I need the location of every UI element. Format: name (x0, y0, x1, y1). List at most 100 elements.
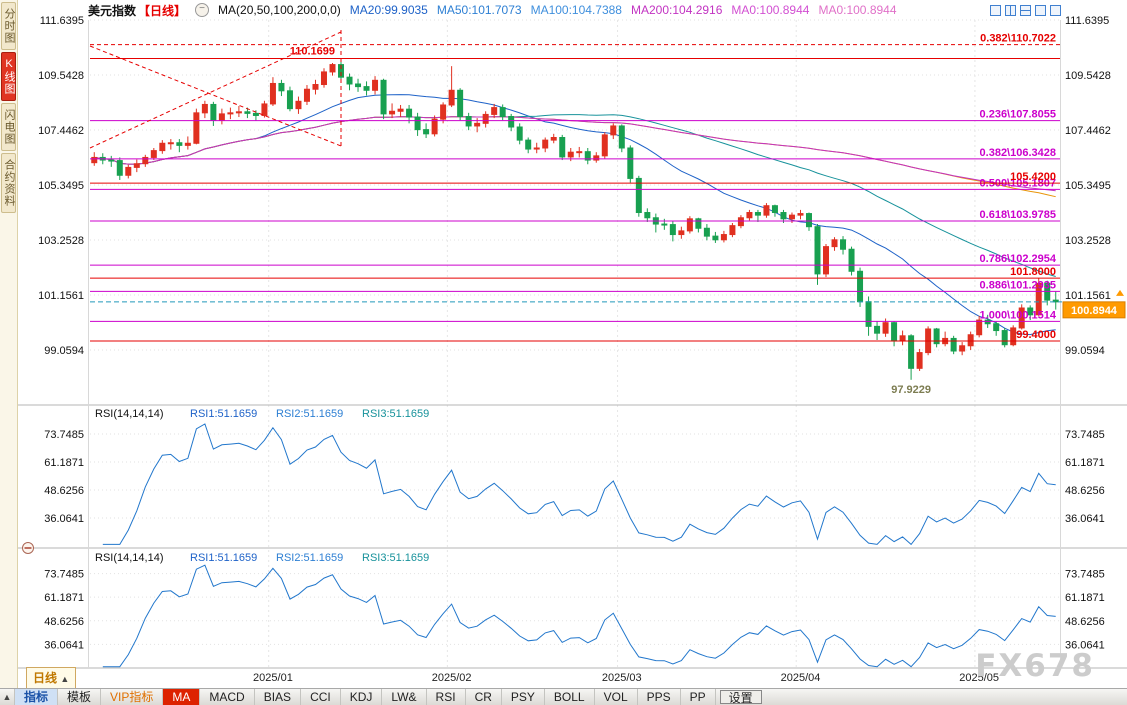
symbol-name: 美元指数 (88, 3, 137, 18)
svg-text:36.0641: 36.0641 (1065, 639, 1105, 651)
grid-lines (90, 19, 1060, 668)
current-price-line: 100.8944 (90, 289, 1126, 319)
sidebar-tab-4[interactable]: 合约资料 (1, 153, 16, 213)
svg-text:2025/05: 2025/05 (959, 672, 999, 684)
sidebar-tab-3[interactable]: 闪电图 (1, 103, 16, 151)
svg-text:0.382\110.7022: 0.382\110.7022 (980, 33, 1056, 45)
svg-text:RSI3:51.1659: RSI3:51.1659 (362, 552, 429, 564)
toolbar-item-CR[interactable]: CR (466, 689, 502, 705)
toolbar-item-BOLL[interactable]: BOLL (545, 689, 595, 705)
layout-split-vertical-icon[interactable] (1005, 4, 1016, 16)
toolbar-item-PP[interactable]: PP (681, 689, 716, 705)
svg-text:61.1871: 61.1871 (44, 592, 84, 604)
toolbar-item-设置[interactable]: 设置 (719, 690, 762, 704)
svg-text:73.7485: 73.7485 (1065, 429, 1105, 441)
watermark: FX678 (975, 648, 1095, 684)
svg-text:61.1871: 61.1871 (1065, 592, 1105, 604)
toolbar-item-指标[interactable]: 指标 (15, 689, 59, 705)
svg-text:109.5428: 109.5428 (1065, 70, 1111, 82)
chart-header: 美元指数 【日线】 − MA(20,50,100,200,0,0) MA20:99… (18, 0, 1127, 20)
y-axis-left: 111.6395 109.5428 107.4462 105.3495 103.2528… (38, 15, 84, 357)
svg-text:109.5428: 109.5428 (38, 70, 84, 82)
svg-text:2025/03: 2025/03 (602, 672, 642, 684)
toolbar-item-BIAS[interactable]: BIAS (255, 689, 302, 705)
svg-text:105.4200: 105.4200 (1010, 171, 1056, 183)
candlestick-series (91, 58, 1059, 380)
chevron-up-icon: ▲ (60, 674, 70, 684)
layout-single-icon[interactable] (990, 4, 1001, 16)
svg-text:107.4462: 107.4462 (1065, 125, 1111, 137)
fibonacci-levels: 0.236\107.80550.382\106.34280.500\105.18… (90, 33, 1060, 322)
indicator-menu-arrow[interactable]: ▲ (0, 689, 15, 705)
sidebar-tab-1[interactable]: 分时图 (1, 2, 16, 50)
collapse-indicator-icon[interactable]: − (195, 3, 210, 17)
current-price-badge (1062, 301, 1126, 319)
svg-text:RSI1:51.1659: RSI1:51.1659 (190, 552, 257, 564)
ma-readout: MA100:104.7388 (530, 3, 622, 17)
svg-text:2025/02: 2025/02 (432, 672, 472, 684)
indicator-toolbar: ▲ 指标 模板 VIP指标 MA MACD BIAS CCI KDJ LW& RSI CR PSY BOL… (0, 688, 1127, 705)
remove-indicator-icon[interactable] (22, 542, 34, 554)
chart-canvas[interactable]: 111.6395 109.5428 107.4462 105.3495 103.2528… (18, 0, 1127, 688)
svg-text:RSI2:51.1659: RSI2:51.1659 (276, 552, 343, 564)
toolbar-item-RSI[interactable]: RSI (427, 689, 466, 705)
svg-text:36.0641: 36.0641 (44, 639, 84, 651)
toolbar-item-LW&[interactable]: LW& (382, 689, 427, 705)
sidebar-tab-2[interactable]: K线图 (1, 52, 16, 101)
ma-readout: MA50:101.7073 (436, 3, 522, 17)
trendline-drawing (89, 30, 342, 149)
ma-readout: MA0:100.8944 (818, 3, 897, 17)
toolbar-item-PSY[interactable]: PSY (502, 689, 545, 705)
toolbar-item-VOL[interactable]: VOL (595, 689, 638, 705)
layout-grid-3-icon[interactable] (1035, 4, 1046, 16)
toolbar-item-KDJ[interactable]: KDJ (341, 689, 383, 705)
svg-text:0.236\107.8055: 0.236\107.8055 (980, 109, 1056, 121)
svg-text:1.000\100.1514: 1.000\100.1514 (980, 309, 1057, 321)
alert-lines: 110.1699 105.4200 101.8000 99.4000 (90, 46, 1060, 342)
toolbar-item-CCI[interactable]: CCI (301, 689, 341, 705)
svg-text:101.1561: 101.1561 (1065, 290, 1111, 302)
svg-text:RSI(14,14,14): RSI(14,14,14) (95, 552, 163, 564)
svg-text:99.0594: 99.0594 (44, 345, 84, 357)
layout-split-horizontal-icon[interactable] (1020, 4, 1031, 16)
svg-text:0.786\102.2954: 0.786\102.2954 (980, 253, 1057, 265)
svg-text:73.7485: 73.7485 (44, 429, 84, 441)
toolbar-item-模板[interactable]: 模板 (58, 689, 102, 705)
ma-readout: MA20:99.9035 (349, 3, 428, 17)
toolbar-item-MA[interactable]: MA (163, 689, 201, 705)
toolbar-item-VIP指标[interactable]: VIP指标 (101, 689, 164, 705)
layout-icons-group (990, 4, 1061, 16)
toolbar-item-PPS[interactable]: PPS (638, 689, 681, 705)
svg-text:48.6256: 48.6256 (1065, 485, 1105, 497)
svg-text:101.8000: 101.8000 (1010, 266, 1056, 278)
svg-text:105.3495: 105.3495 (38, 180, 84, 192)
ma-readout: MA0:100.8944 (731, 3, 810, 17)
svg-text:0.382\106.3428: 0.382\106.3428 (980, 147, 1056, 159)
y-axis-right: 111.6395 109.5428 107.4462 105.3495 103.2528… (1065, 15, 1111, 357)
svg-text:48.6256: 48.6256 (1065, 616, 1105, 628)
svg-text:RSI(14,14,14): RSI(14,14,14) (95, 408, 163, 420)
svg-text:103.2528: 103.2528 (38, 235, 84, 247)
svg-text:99.0594: 99.0594 (1065, 345, 1105, 357)
svg-text:0.618\103.9785: 0.618\103.9785 (980, 209, 1056, 221)
svg-text:111.6395: 111.6395 (40, 15, 84, 27)
svg-text:RSI2:51.1659: RSI2:51.1659 (276, 408, 343, 420)
svg-text:36.0641: 36.0641 (1065, 513, 1105, 525)
svg-text:111.6395: 111.6395 (1065, 15, 1109, 27)
period-label: 【日线】 (138, 3, 187, 18)
panel-separators (18, 20, 1127, 669)
toolbar-item-MACD[interactable]: MACD (200, 689, 255, 705)
svg-text:2025/04: 2025/04 (781, 672, 821, 684)
rsi-panel-1: 73.7485 73.7485 61.1871 61.1871 48.6256 48.62… (44, 408, 1105, 546)
svg-text:RSI3:51.1659: RSI3:51.1659 (362, 408, 429, 420)
svg-text:61.1871: 61.1871 (1065, 457, 1105, 469)
svg-text:2025/01: 2025/01 (253, 672, 293, 684)
svg-text:107.4462: 107.4462 (38, 125, 84, 137)
ma-readouts: MA20:99.9035 MA50:101.7073 MA100:104.7388 M… (350, 3, 906, 17)
ma-readout: MA200:104.2916 (630, 3, 723, 17)
svg-text:36.0641: 36.0641 (44, 513, 84, 525)
svg-text:101.1561: 101.1561 (38, 290, 84, 302)
ma-settings-label: MA(20,50,100,200,0,0) (218, 3, 341, 17)
layout-grid-4-icon[interactable] (1050, 4, 1061, 16)
period-selector[interactable]: 日线 ▲ (26, 667, 77, 689)
